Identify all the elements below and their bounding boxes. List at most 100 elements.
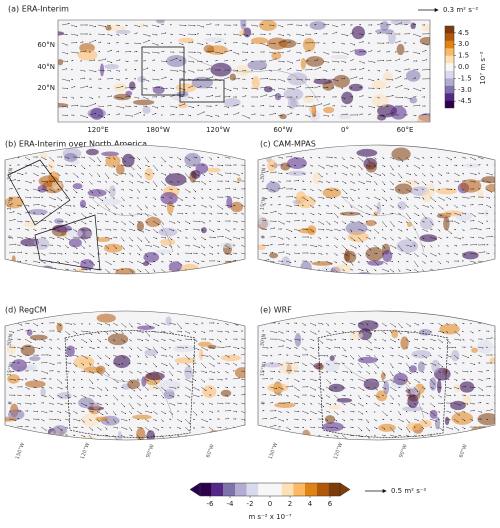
colorbar-tick-label: -1.5 [458,74,472,82]
anomaly-patch [136,221,145,232]
flux-vector [96,188,101,194]
flux-vector [331,78,339,82]
flux-vector [259,33,266,36]
anomaly-patch [409,97,418,104]
flux-vector [394,22,403,26]
flux-vector [151,78,160,81]
flux-vector [106,113,111,116]
anomaly-patch [75,268,86,274]
anomaly-patch [139,23,145,29]
flux-vector [151,86,161,89]
flux-vector [48,156,55,162]
coastline [88,195,174,253]
anomaly-patch [105,25,112,31]
flux-vector [144,188,148,190]
anomaly-patch [63,152,78,163]
anomaly-patch [329,355,335,361]
flux-vector [240,172,244,174]
flux-vector [192,188,197,193]
anomaly-patch [219,242,237,249]
flux-vector [70,104,79,107]
colorbar-segment [270,483,282,496]
anomaly-patch [412,241,417,248]
anomaly-patch [160,191,178,205]
anomaly-patch [113,355,131,369]
flux-vector [421,87,425,90]
flux-vector [106,60,113,63]
flux-vector [133,105,137,108]
flux-vector [80,188,83,191]
flux-vector [385,59,392,62]
anomaly-patch [462,251,479,260]
anomaly-patch [113,82,127,93]
flux-vector [97,24,107,28]
anomaly-patch [141,376,147,387]
anomaly-patch [357,320,379,331]
flux-vector [322,69,328,72]
flux-vector [313,103,323,107]
flux-vector [70,78,73,80]
flux-vector [8,267,14,270]
flux-vector [142,96,149,100]
flux-vector [268,58,277,62]
flux-vector [151,105,159,109]
flux-vector [304,105,313,108]
flux-vector [61,114,69,117]
flux-vector [79,114,88,118]
anomaly-patch [336,397,353,403]
flux-vector [80,164,86,170]
anomaly-patch [137,325,155,330]
anomaly-patch [158,227,178,237]
anomaly-patch [419,36,430,46]
anomaly-patch [309,21,326,30]
flux-vector [358,86,362,89]
flux-vector [285,268,291,272]
anomaly-patch [144,349,158,357]
flux-vector [286,50,291,53]
flux-vector [241,69,247,72]
flux-vector [277,60,285,63]
flux-vector [224,187,231,190]
flux-vector [32,268,38,272]
flux-vector [376,87,381,90]
flux-vector [385,86,391,89]
flux-vector [88,103,97,107]
flux-vector [16,180,20,182]
anomaly-patch [348,83,364,92]
flux-vector [120,156,126,163]
flux-vector [88,172,93,177]
flux-vector [88,40,97,44]
flux-vector [268,69,272,72]
flux-vector [97,114,106,118]
flux-vector [421,50,427,53]
anomaly-patch [363,378,380,391]
flux-vector [286,41,291,44]
anomaly-patch [173,344,195,353]
anomaly-patch [450,350,460,362]
flux-vector [412,33,421,37]
panel-title: (d) RegCM [5,306,47,315]
flux-vector [385,78,394,81]
flux-vector [223,49,233,53]
flux-vector [349,42,356,46]
flux-vector [24,268,30,271]
colorbar-segment [445,100,454,108]
colorbar-segment [445,55,454,64]
anomaly-patch [39,152,48,159]
flux-vector [232,172,240,176]
flux-vector [241,59,248,62]
region-box [179,79,225,103]
flux-vector [241,42,249,45]
flux-vector [106,24,111,26]
anomaly-patch [142,261,150,267]
anomaly-patch [475,271,494,274]
flux-vector [200,434,205,437]
flux-vector [304,86,314,89]
flux-vector [88,24,97,28]
anomaly-patch [431,359,440,373]
flux-vector [142,87,148,90]
flux-vector [136,188,140,193]
anomaly-patch [237,177,242,183]
colorbar-segment [445,85,454,94]
anomaly-patch [37,185,47,193]
